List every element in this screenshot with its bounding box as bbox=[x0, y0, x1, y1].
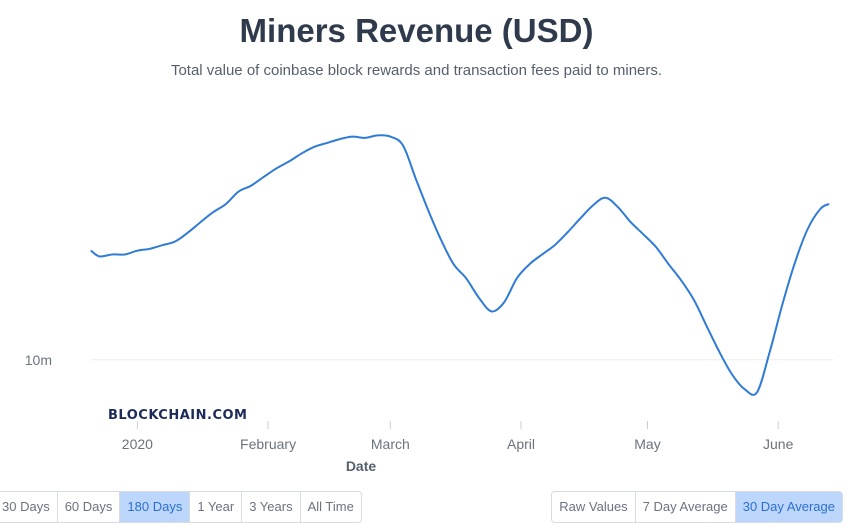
data-point bbox=[554, 244, 556, 246]
chart-area: 10m 2020 February March April May June Date B… bbox=[25, 134, 833, 474]
data-point bbox=[478, 297, 480, 299]
data-point bbox=[389, 136, 391, 138]
data-point bbox=[617, 206, 619, 208]
data-point bbox=[453, 263, 455, 265]
data-point bbox=[402, 144, 404, 147]
average-30-day-average-button[interactable]: 30 Day Average bbox=[735, 492, 842, 522]
x-tick-label: February bbox=[240, 436, 296, 452]
data-point bbox=[807, 228, 809, 230]
data-point bbox=[731, 373, 733, 375]
average-selector: Raw Values 7 Day Average 30 Day Average bbox=[551, 491, 843, 523]
data-point bbox=[828, 203, 830, 205]
data-point bbox=[364, 137, 366, 139]
data-point bbox=[415, 177, 417, 179]
data-point bbox=[528, 263, 531, 265]
chart-title: Miners Revenue (USD) bbox=[239, 12, 594, 49]
data-point bbox=[756, 391, 758, 393]
timespan-3-years-button[interactable]: 3 Years bbox=[242, 492, 301, 522]
data-point bbox=[225, 203, 227, 205]
data-point bbox=[250, 185, 252, 187]
data-point bbox=[693, 299, 695, 301]
data-point bbox=[136, 250, 138, 252]
timespan-60-days-button[interactable]: 60 Days bbox=[57, 492, 121, 522]
data-point bbox=[263, 176, 265, 178]
data-point bbox=[90, 250, 92, 252]
data-point bbox=[200, 221, 202, 223]
data-point bbox=[781, 303, 784, 305]
data-point bbox=[668, 263, 670, 265]
data-point bbox=[149, 248, 151, 250]
data-point bbox=[351, 136, 353, 138]
x-axis-ticks: 2020 February March April May June bbox=[122, 421, 794, 452]
chart-subtitle: Total value of coinbase block rewards an… bbox=[170, 62, 663, 79]
data-point bbox=[301, 152, 303, 154]
data-point bbox=[174, 240, 176, 242]
data-point bbox=[794, 261, 796, 263]
data-point bbox=[655, 246, 657, 248]
data-point bbox=[124, 253, 126, 256]
series-group bbox=[90, 134, 830, 396]
average-7-day-average-button[interactable]: 7 Day Average bbox=[635, 492, 736, 522]
data-point bbox=[427, 209, 429, 212]
average-raw-values-button[interactable]: Raw Values bbox=[552, 492, 636, 522]
data-point bbox=[516, 277, 518, 279]
x-tick-label: June bbox=[763, 436, 794, 452]
data-point bbox=[98, 255, 100, 257]
data-point bbox=[440, 239, 442, 241]
data-point bbox=[187, 231, 189, 234]
x-axis-label: Date bbox=[346, 458, 377, 474]
data-point bbox=[212, 211, 214, 213]
timespan-1-year-button[interactable]: 1 Year bbox=[190, 492, 243, 522]
y-tick-label: 10m bbox=[25, 352, 52, 368]
data-point bbox=[579, 218, 581, 220]
data-point bbox=[377, 134, 379, 136]
data-point bbox=[705, 325, 708, 327]
data-point bbox=[630, 221, 632, 223]
data-point bbox=[566, 231, 569, 234]
timespan-all-time-button[interactable]: All Time bbox=[300, 492, 361, 522]
data-point bbox=[819, 208, 822, 210]
data-point bbox=[313, 146, 315, 148]
timespan-180-days-button[interactable]: 180 Days bbox=[120, 492, 191, 522]
data-point bbox=[490, 310, 493, 312]
data-point bbox=[465, 277, 467, 279]
x-tick-label: April bbox=[507, 436, 535, 452]
data-point bbox=[541, 253, 543, 256]
blockchain-watermark: BLOCKCHAIN.COM bbox=[108, 408, 247, 423]
x-tick-label: March bbox=[371, 436, 410, 452]
data-point bbox=[604, 197, 606, 199]
series-line bbox=[90, 134, 830, 396]
x-tick-label: May bbox=[634, 436, 660, 452]
y-axis-ticks: 10m bbox=[25, 352, 52, 368]
x-tick-label: 2020 bbox=[122, 436, 153, 452]
data-point bbox=[326, 142, 328, 144]
data-point bbox=[743, 388, 746, 390]
data-point bbox=[288, 160, 290, 162]
data-point bbox=[162, 244, 164, 246]
data-point bbox=[275, 167, 278, 169]
data-point bbox=[592, 205, 594, 207]
data-point bbox=[642, 233, 644, 235]
data-point bbox=[339, 138, 341, 140]
timespan-selector: 30 Days 60 Days 180 Days 1 Year 3 Years All T… bbox=[0, 491, 362, 523]
data-point bbox=[718, 351, 720, 353]
data-point bbox=[238, 191, 240, 193]
data-point bbox=[769, 351, 771, 353]
timespan-30-days-button[interactable]: 30 Days bbox=[0, 492, 58, 522]
data-point bbox=[680, 279, 682, 281]
data-point bbox=[503, 301, 505, 303]
data-point bbox=[111, 253, 113, 256]
